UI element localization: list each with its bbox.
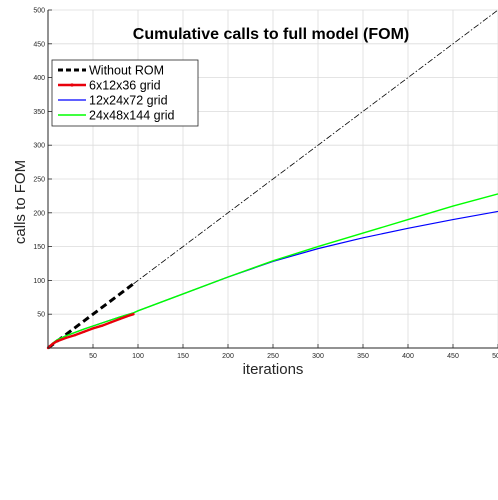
x-tick-label: 250 (267, 353, 279, 360)
y-tick-label: 300 (33, 143, 45, 150)
y-tick-label: 50 (37, 312, 45, 319)
series-6x12x36-marker (101, 324, 103, 326)
x-tick-label: 200 (222, 353, 234, 360)
series-6x12x36-marker (51, 343, 53, 345)
y-axis-label: calls to FOM (12, 160, 29, 244)
series-6x12x36-marker (83, 331, 85, 333)
x-tick-label: 150 (177, 353, 189, 360)
x-tick-label: 500 (492, 353, 498, 360)
series-6x12x36-marker (74, 334, 76, 336)
x-axis-label: iterations (243, 361, 304, 378)
y-tick-label: 100 (33, 278, 45, 285)
y-tick-label: 250 (33, 177, 45, 184)
y-tick-label: 450 (33, 41, 45, 48)
series-6x12x36-marker (110, 321, 112, 323)
x-tick-label: 450 (447, 353, 459, 360)
series-6x12x36-marker (56, 340, 58, 342)
y-tick-label: 350 (33, 109, 45, 116)
y-tick-label: 400 (33, 75, 45, 82)
series-6x12x36-marker (119, 318, 121, 320)
x-tick-label: 100 (132, 353, 144, 360)
series-6x12x36-marker (65, 337, 67, 339)
series-6x12x36-marker (128, 314, 130, 316)
legend-label: Without ROM (89, 64, 164, 78)
y-tick-label: 200 (33, 210, 45, 217)
chart-title: Cumulative calls to full model (FOM) (133, 26, 409, 43)
y-tick-label: 150 (33, 244, 45, 251)
legend-label: 24x48x144 grid (89, 109, 175, 123)
x-tick-label: 350 (357, 353, 369, 360)
legend-label: 6x12x36 grid (89, 79, 161, 93)
series-6x12x36-marker (92, 327, 94, 329)
series-6x12x36-marker (132, 313, 134, 315)
legend-marker (70, 83, 73, 86)
legend-label: 12x24x72 grid (89, 94, 168, 108)
x-tick-label: 400 (402, 353, 414, 360)
x-tick-label: 50 (89, 353, 97, 360)
y-tick-label: 500 (33, 8, 45, 15)
x-tick-label: 300 (312, 353, 324, 360)
